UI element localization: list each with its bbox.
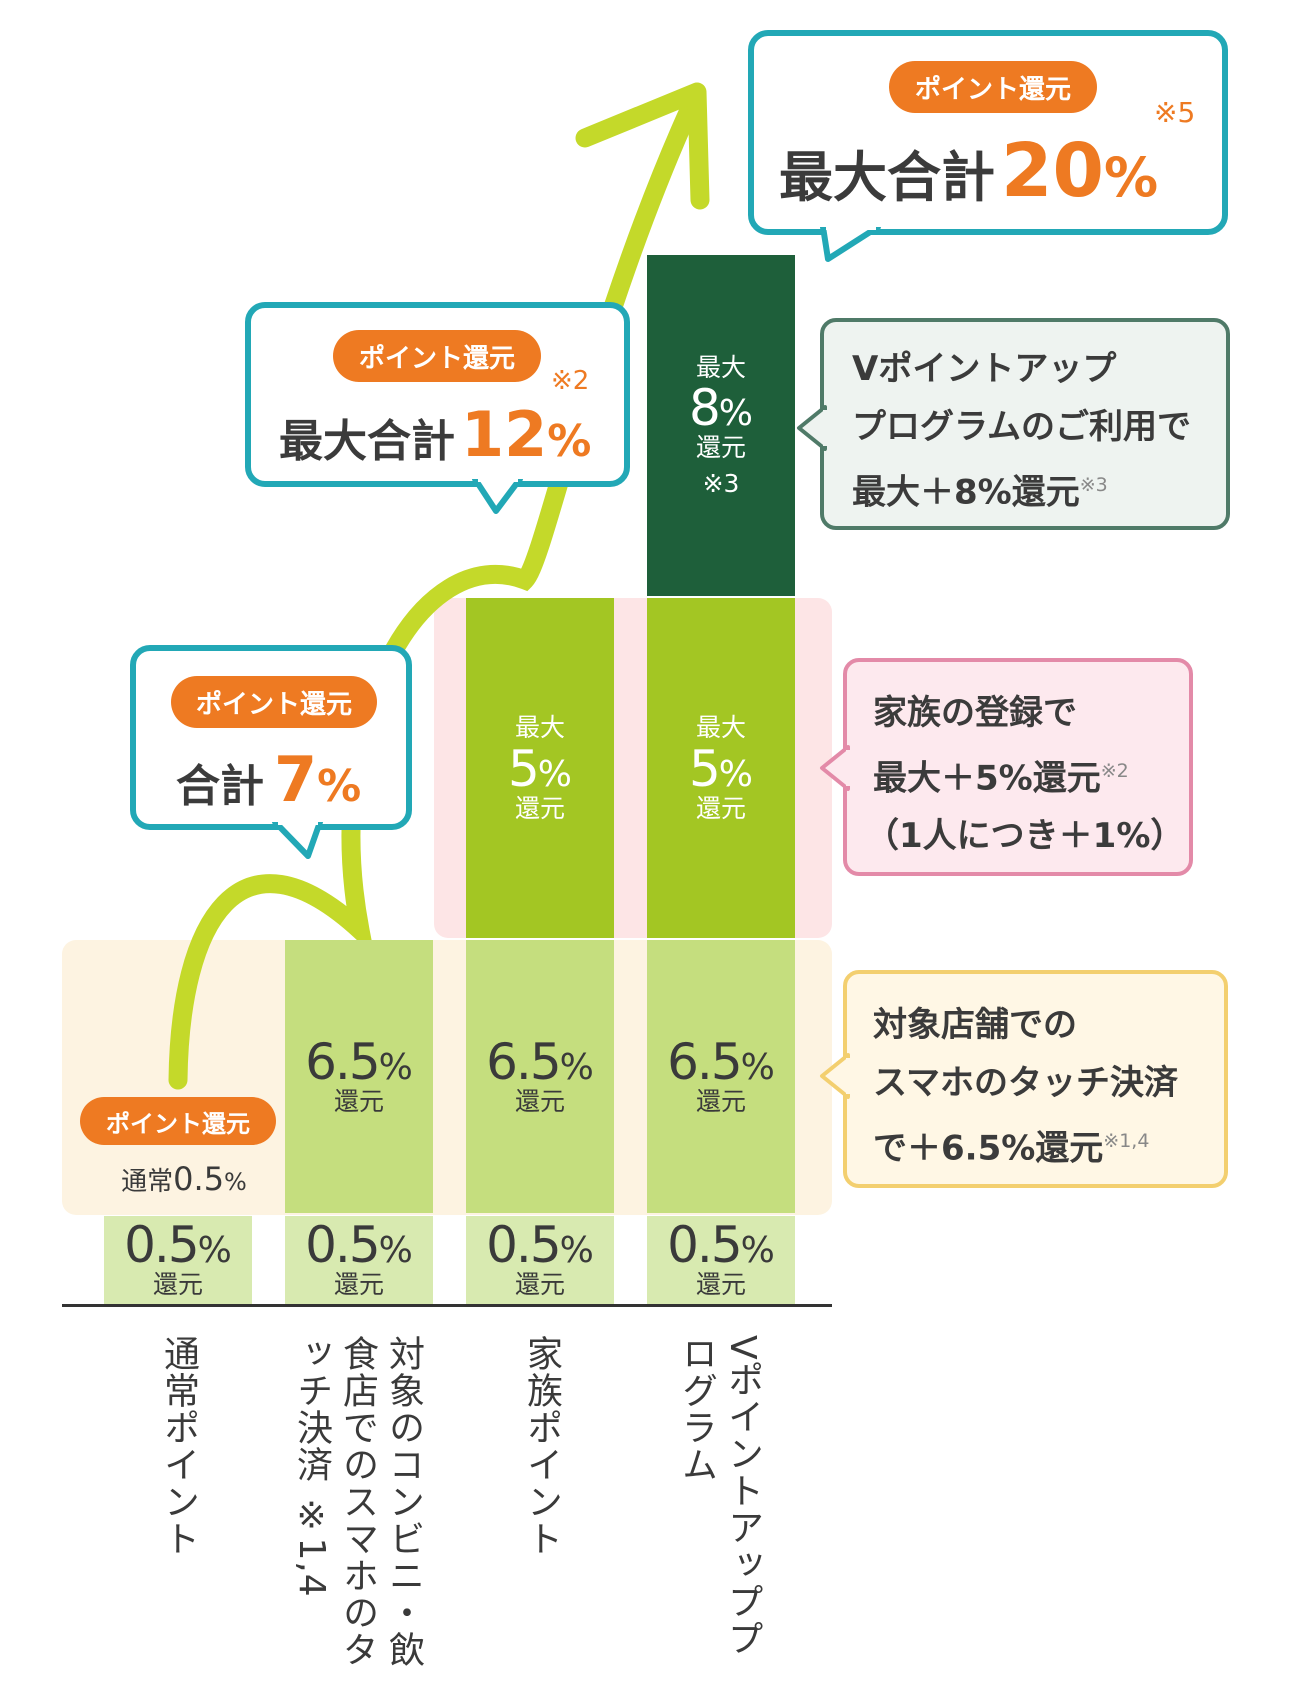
bar-prefix: 最大 — [695, 352, 746, 382]
side-line: 対象店舗での — [873, 1005, 1077, 1045]
bar-family-4: 最大 5% 還元 — [647, 598, 795, 938]
pct-sign: % — [559, 1230, 594, 1271]
normal-prefix: 通常 — [121, 1167, 174, 1197]
bar-prefix: 最大 — [514, 713, 565, 743]
callout-prefix: 最大合計 — [779, 146, 995, 209]
pill-label: ポイント還元 — [333, 330, 541, 382]
category-label-normal: 通常ポイント — [158, 1335, 199, 1557]
side-note-family: 家族の登録で 最大＋5%還元※2 （1人につき＋1%） — [843, 658, 1193, 876]
callout-total-12: ポイント還元 ※2 最大合計12% — [245, 302, 630, 487]
bar-value: 0.5 — [124, 1216, 200, 1274]
side-line: で＋6.5%還元 — [873, 1128, 1104, 1169]
bar-base-4: 0.5% 還元 — [647, 1216, 795, 1304]
callout-text: 最大合計20% — [779, 128, 1158, 214]
side-tail-vup — [797, 405, 827, 451]
callout-value: 20 — [1001, 128, 1104, 214]
bar-touch-4: 6.5% 還元 — [647, 940, 795, 1213]
bar-family-3: 最大 5% 還元 — [466, 598, 614, 938]
bar-unit: 還元 — [514, 793, 565, 823]
bar-unit: 還元 — [152, 1270, 203, 1299]
side-line: 最大＋8%還元 — [852, 472, 1080, 513]
pct-sign: % — [718, 753, 754, 795]
callout-pct: % — [547, 416, 592, 467]
side-sup: ※2 — [1100, 760, 1129, 782]
bar-unit: 還元 — [695, 433, 746, 463]
side-sup: ※1,4 — [1103, 1130, 1150, 1152]
pct-sign: % — [378, 1230, 413, 1271]
bar-unit: 還元 — [695, 1270, 746, 1299]
bar-value: 5 — [507, 739, 540, 798]
pct-sign: % — [537, 753, 573, 795]
pct-sign: % — [740, 1046, 775, 1088]
callout-prefix: 合計 — [176, 761, 264, 812]
callout-pct: % — [1103, 146, 1159, 209]
normal-value: 0.5 — [173, 1160, 225, 1198]
side-line: （1人につき＋1%） — [865, 816, 1185, 857]
callout-note: ※5 — [1154, 96, 1196, 129]
pct-sign: % — [197, 1230, 232, 1271]
pill-label: ポイント還元 — [889, 61, 1097, 113]
callout-note: ※2 — [551, 366, 590, 396]
side-line: 家族の登録で — [873, 693, 1077, 733]
side-note-vup: Vポイントアップ プログラムのご利用で 最大＋8%還元※3 — [820, 318, 1230, 530]
bar-unit: 還元 — [333, 1086, 384, 1116]
bar-unit: 還元 — [514, 1270, 565, 1299]
callout-total-7: ポイント還元 合計 7% — [130, 645, 412, 830]
side-sup: ※3 — [1079, 474, 1108, 496]
bar-base-1: 0.5% 還元 — [104, 1216, 252, 1304]
bar-base-3: 0.5% 還元 — [466, 1216, 614, 1304]
bar-note: ※3 — [702, 469, 740, 499]
pct-sign: % — [718, 393, 754, 435]
pill-normal: ポイント還元 — [80, 1097, 276, 1145]
bar-prefix: 最大 — [695, 713, 746, 743]
side-line: Vポイントアップ — [852, 349, 1117, 389]
bar-base-2: 0.5% 還元 — [285, 1216, 433, 1304]
pct-sign: % — [378, 1046, 413, 1088]
pct-sign: % — [224, 1168, 247, 1196]
side-line: 最大＋5%還元 — [873, 758, 1101, 799]
category-label-touch: 対象のコンビニ・飲食店でのスマホのタッチ決済 ※1,4 — [291, 1335, 424, 1668]
category-label-vup: Vポイントアッププログラム — [676, 1335, 763, 1657]
bar-unit: 還元 — [695, 793, 746, 823]
callout-value: 12 — [461, 398, 548, 471]
pct-sign: % — [740, 1230, 775, 1271]
pill-label: ポイント還元 — [171, 676, 377, 728]
callout-tail-20 — [820, 227, 881, 262]
bar-unit: 還元 — [695, 1086, 746, 1116]
pct-sign: % — [559, 1046, 594, 1088]
callout-value: 7 — [274, 743, 318, 816]
category-label-family: 家族ポイント — [521, 1335, 562, 1557]
bar-value: 6.5 — [486, 1032, 562, 1091]
callout-text: 最大合計12% — [279, 398, 591, 471]
bar-vup-4: 最大 8% 還元 ※3 — [647, 255, 795, 596]
bar-touch-3: 6.5% 還元 — [466, 940, 614, 1213]
bar-unit: 還元 — [514, 1086, 565, 1116]
callout-tail-12 — [472, 479, 523, 514]
side-line: スマホのタッチ決済 — [873, 1063, 1178, 1103]
bar-value: 0.5 — [667, 1216, 743, 1274]
bar-value: 0.5 — [305, 1216, 381, 1274]
bar-value: 0.5 — [486, 1216, 562, 1274]
bar-unit: 還元 — [333, 1270, 384, 1299]
bar-touch-2: 6.5% 還元 — [285, 940, 433, 1213]
bar-value: 6.5 — [667, 1032, 743, 1091]
callout-text: 合計 7% — [176, 743, 361, 816]
callout-tail-7 — [272, 822, 323, 859]
normal-label: 通常0.5% — [104, 1160, 264, 1198]
bar-value: 8 — [688, 379, 721, 438]
side-tail-family — [820, 745, 850, 791]
side-line: プログラムのご利用で — [852, 407, 1191, 447]
callout-pct: % — [317, 761, 362, 812]
side-tail-touch — [820, 1053, 850, 1099]
callout-total-20: ポイント還元 ※5 最大合計20% — [748, 30, 1228, 235]
bar-value: 5 — [688, 739, 721, 798]
baseline — [62, 1304, 832, 1307]
side-note-touch: 対象店舗での スマホのタッチ決済 で＋6.5%還元※1,4 — [843, 970, 1228, 1188]
bar-value: 6.5 — [305, 1032, 381, 1091]
callout-prefix: 最大合計 — [279, 416, 455, 467]
